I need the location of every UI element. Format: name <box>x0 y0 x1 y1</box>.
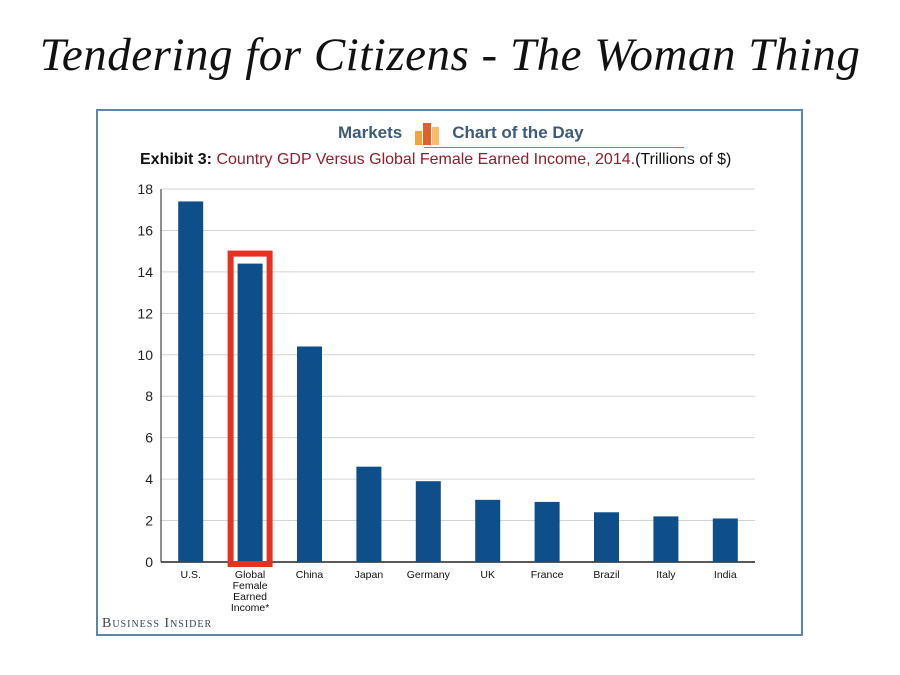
bar <box>475 499 501 562</box>
bar <box>534 501 560 562</box>
brand-chart-of-the-day-label: Chart of the Day <box>452 123 584 142</box>
y-tick-label: 6 <box>145 430 153 446</box>
y-tick-label: 4 <box>145 471 153 487</box>
y-tick-label: 12 <box>137 305 153 321</box>
bar-chart: 0 2 4 6 8 10 12 14 16 18 U.S. Global Female Earned Inc… <box>137 181 755 614</box>
bar <box>297 346 322 562</box>
y-tick-label: 14 <box>137 264 153 280</box>
brand-markets-label: Markets <box>338 123 403 142</box>
y-tick-label: 0 <box>145 554 153 570</box>
exhibit-title: Exhibit 3: Country GDP Versus Global Fem… <box>140 151 731 169</box>
x-tick-label: Brazil <box>593 569 619 581</box>
bar <box>594 512 619 562</box>
slide-title: Tendering for Citizens - The Woman Thing <box>39 29 861 81</box>
chart-frame: Markets Chart of the Day Exhibit 3: Coun… <box>96 109 803 636</box>
bar <box>237 263 263 562</box>
y-tick-label: 16 <box>137 222 153 238</box>
exhibit-text: Country GDP Versus Global Female Earned … <box>216 151 636 168</box>
x-tick-label: France <box>531 569 564 581</box>
x-tick-label: Italy <box>656 569 676 581</box>
x-tick-label: UK <box>480 569 495 581</box>
x-tick-label: Global Female Earned Income* <box>231 569 270 614</box>
y-tick-label: 18 <box>137 181 153 197</box>
highlight-box <box>227 250 273 567</box>
y-tick-label: 10 <box>137 347 153 363</box>
bar <box>356 466 382 562</box>
bar <box>653 516 679 562</box>
x-tick-label: China <box>296 569 324 581</box>
bar <box>178 201 204 562</box>
exhibit-unit: (Trillions of $) <box>635 151 732 168</box>
exhibit-label: Exhibit 3: <box>140 151 213 168</box>
x-tick-label: India <box>714 569 737 581</box>
x-tick-label: Japan <box>355 569 384 581</box>
chart-brand-header: Markets Chart of the Day <box>338 121 584 145</box>
bar <box>415 481 441 562</box>
source-label: Business Insider <box>102 616 213 631</box>
y-tick-label: 8 <box>145 388 153 404</box>
brand-underline <box>424 147 684 148</box>
y-tick-label: 2 <box>145 513 153 529</box>
x-tick-label: U.S. <box>180 569 200 581</box>
bar <box>712 518 738 562</box>
x-tick-label: Germany <box>407 569 451 581</box>
bar-chart-logo-icon <box>415 123 440 145</box>
